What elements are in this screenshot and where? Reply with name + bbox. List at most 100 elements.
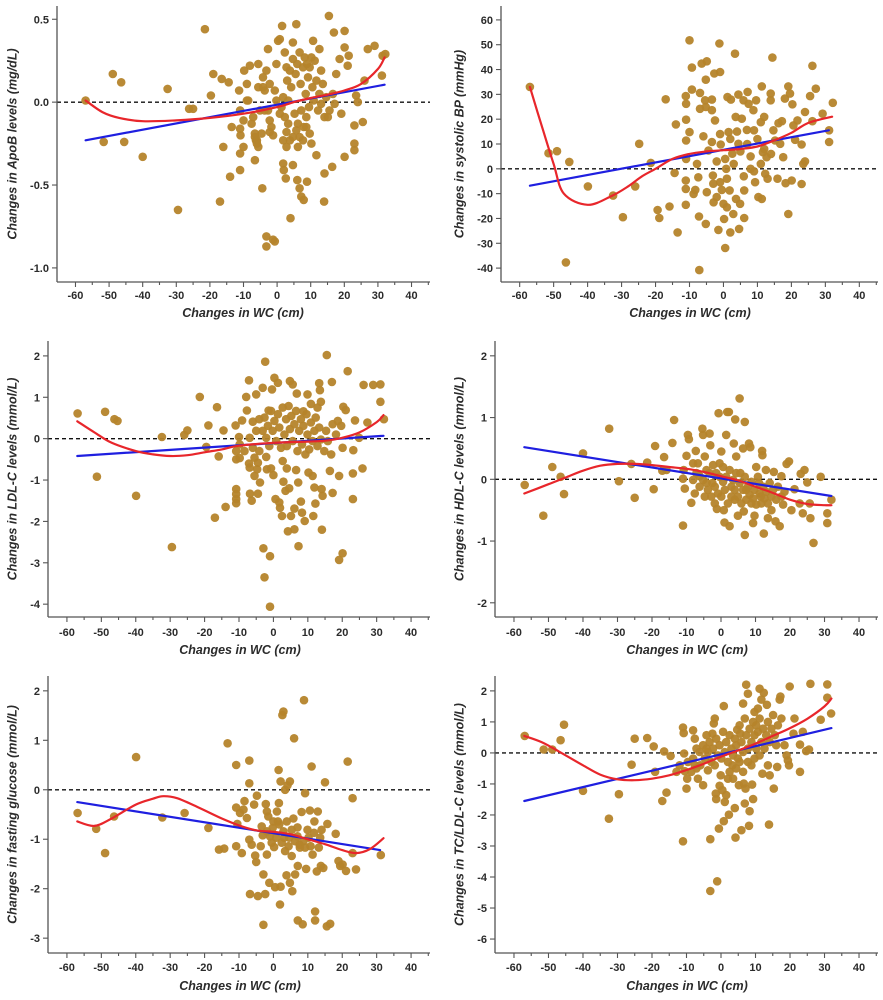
data-point — [291, 406, 301, 416]
data-point — [724, 810, 734, 819]
data-point — [253, 489, 263, 499]
data-point — [235, 124, 245, 133]
data-point — [219, 426, 228, 435]
data-point — [757, 194, 767, 204]
data-point — [688, 475, 698, 485]
data-point — [731, 452, 741, 461]
data-point — [642, 733, 652, 743]
data-point — [348, 494, 358, 504]
data-point — [762, 700, 772, 710]
data-point — [768, 53, 777, 62]
data-point — [255, 478, 265, 487]
data-point — [695, 747, 704, 757]
data-point — [113, 416, 122, 426]
data-point — [299, 195, 309, 205]
data-point — [266, 464, 276, 473]
data-point — [253, 142, 263, 152]
data-point — [681, 200, 691, 210]
data-point — [725, 465, 734, 475]
x-tick-label: -20 — [644, 627, 660, 639]
data-point — [231, 841, 241, 851]
data-point — [350, 145, 359, 155]
x-tick-label: -40 — [580, 290, 596, 302]
data-point — [313, 106, 323, 115]
data-point — [265, 551, 275, 561]
data-point — [296, 79, 305, 89]
data-point — [231, 421, 240, 430]
data-point — [283, 119, 293, 128]
data-point — [248, 417, 258, 427]
data-point — [323, 819, 332, 829]
linear-fit-line — [76, 800, 382, 852]
data-point — [755, 714, 764, 723]
data-point — [679, 749, 689, 758]
data-point — [99, 137, 108, 147]
data-point — [349, 445, 358, 455]
x-tick-label: 40 — [405, 290, 417, 302]
data-point — [334, 471, 344, 481]
data-point — [715, 39, 724, 48]
data-point — [743, 689, 753, 698]
data-point — [714, 408, 723, 418]
data-point — [705, 429, 714, 438]
data-point — [249, 800, 259, 809]
data-point — [787, 176, 796, 185]
data-point — [823, 680, 832, 689]
data-point — [351, 865, 361, 874]
data-point — [206, 91, 216, 100]
data-point — [795, 740, 805, 749]
data-point — [708, 460, 718, 470]
data-point — [695, 88, 705, 98]
data-point — [682, 774, 692, 783]
data-point — [824, 137, 834, 147]
data-point — [680, 484, 690, 493]
x-tick-label: 20 — [336, 627, 348, 639]
data-point — [688, 726, 698, 735]
data-point — [278, 92, 288, 102]
x-tick-label: -50 — [101, 290, 117, 302]
data-point — [681, 136, 691, 145]
data-point — [376, 850, 386, 860]
data-point — [773, 174, 782, 183]
data-point — [282, 142, 291, 152]
data-point — [718, 727, 728, 737]
data-point — [682, 784, 691, 793]
data-point — [284, 841, 293, 851]
data-point — [320, 778, 330, 787]
data-point — [308, 850, 317, 859]
data-point — [701, 75, 711, 84]
y-tick-label: 50 — [481, 40, 493, 52]
data-point — [343, 366, 353, 376]
data-point — [729, 209, 738, 219]
data-point — [310, 483, 319, 492]
data-point — [219, 844, 229, 853]
data-point — [742, 125, 752, 135]
data-point — [310, 817, 319, 826]
data-point — [316, 66, 326, 75]
y-tick-label: 1 — [34, 735, 40, 747]
x-tick-label: -30 — [610, 962, 626, 974]
x-tick-label: -30 — [162, 627, 178, 639]
y-tick-label: -3 — [30, 933, 40, 945]
data-point — [750, 511, 759, 520]
data-point — [217, 74, 226, 84]
data-point — [316, 99, 326, 109]
data-point — [265, 116, 275, 125]
data-point — [293, 175, 302, 185]
data-point — [784, 82, 793, 91]
data-point — [827, 495, 836, 505]
data-point — [702, 187, 712, 197]
data-point — [282, 76, 292, 85]
data-point — [300, 53, 310, 62]
data-point — [270, 416, 279, 426]
x-tick-label: -30 — [162, 962, 178, 974]
y-tick-label: 60 — [481, 15, 493, 27]
data-point — [237, 848, 247, 858]
data-point — [293, 861, 303, 871]
data-point — [253, 891, 263, 901]
data-point — [247, 119, 256, 128]
y-axis-label: Changes in HDL-C levels (mmol/L) — [452, 377, 466, 581]
data-point — [743, 757, 753, 767]
data-point — [805, 91, 815, 101]
data-point — [276, 777, 285, 786]
